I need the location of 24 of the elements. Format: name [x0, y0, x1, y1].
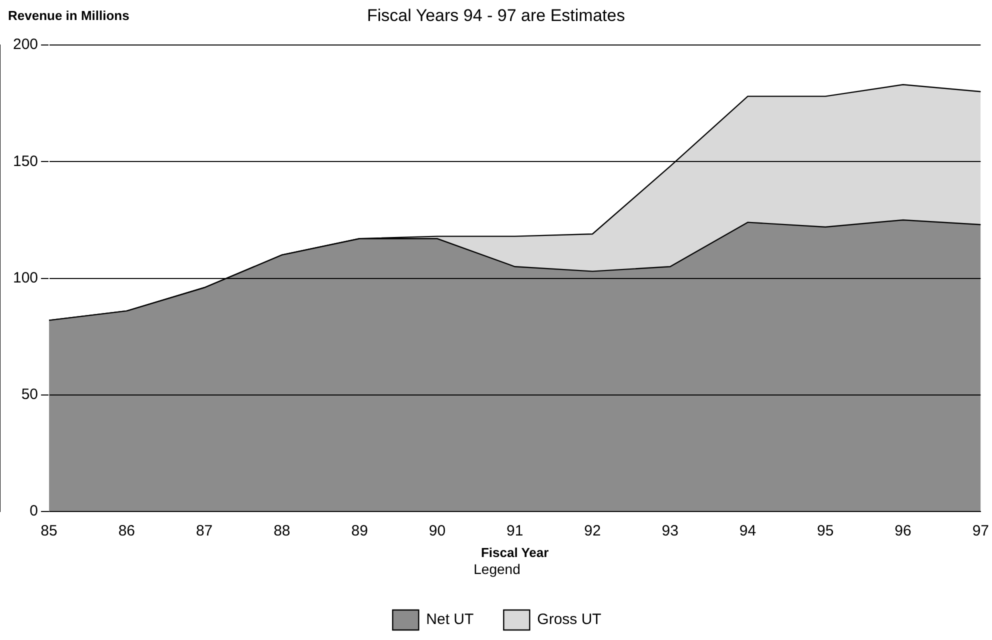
x-tick-label: 87 [196, 522, 213, 540]
y-tick-label: 50 [21, 386, 38, 404]
x-tick-label: 94 [739, 522, 756, 540]
chart-title: Fiscal Years 94 - 97 are Estimates [367, 6, 625, 25]
x-tick-label: 95 [817, 522, 834, 540]
x-tick-label: 89 [351, 522, 368, 540]
x-tick-label: 96 [894, 522, 912, 540]
x-tick-label: 97 [972, 522, 989, 540]
x-tick-label: 85 [40, 522, 58, 540]
x-axis-title: Fiscal Year [480, 544, 549, 560]
x-tick-label: 92 [584, 522, 601, 540]
y-tick-label: 100 [12, 269, 38, 286]
x-tick-label: 88 [274, 522, 290, 540]
y-tick-label: 200 [12, 36, 38, 54]
legend-title: Legend [474, 561, 520, 578]
x-tick-label: 86 [118, 522, 136, 540]
x-tick-label: 93 [662, 522, 678, 540]
x-tick-label: 90 [428, 522, 446, 540]
legend-label: Gross UT [537, 611, 602, 628]
legend-label: Net UT [426, 611, 474, 628]
y-tick-label: 150 [12, 152, 38, 170]
y-tick-label: 0 [30, 502, 38, 520]
y-axis-title: Revenue in Millions [8, 8, 130, 23]
x-tick-label: 91 [506, 522, 524, 540]
